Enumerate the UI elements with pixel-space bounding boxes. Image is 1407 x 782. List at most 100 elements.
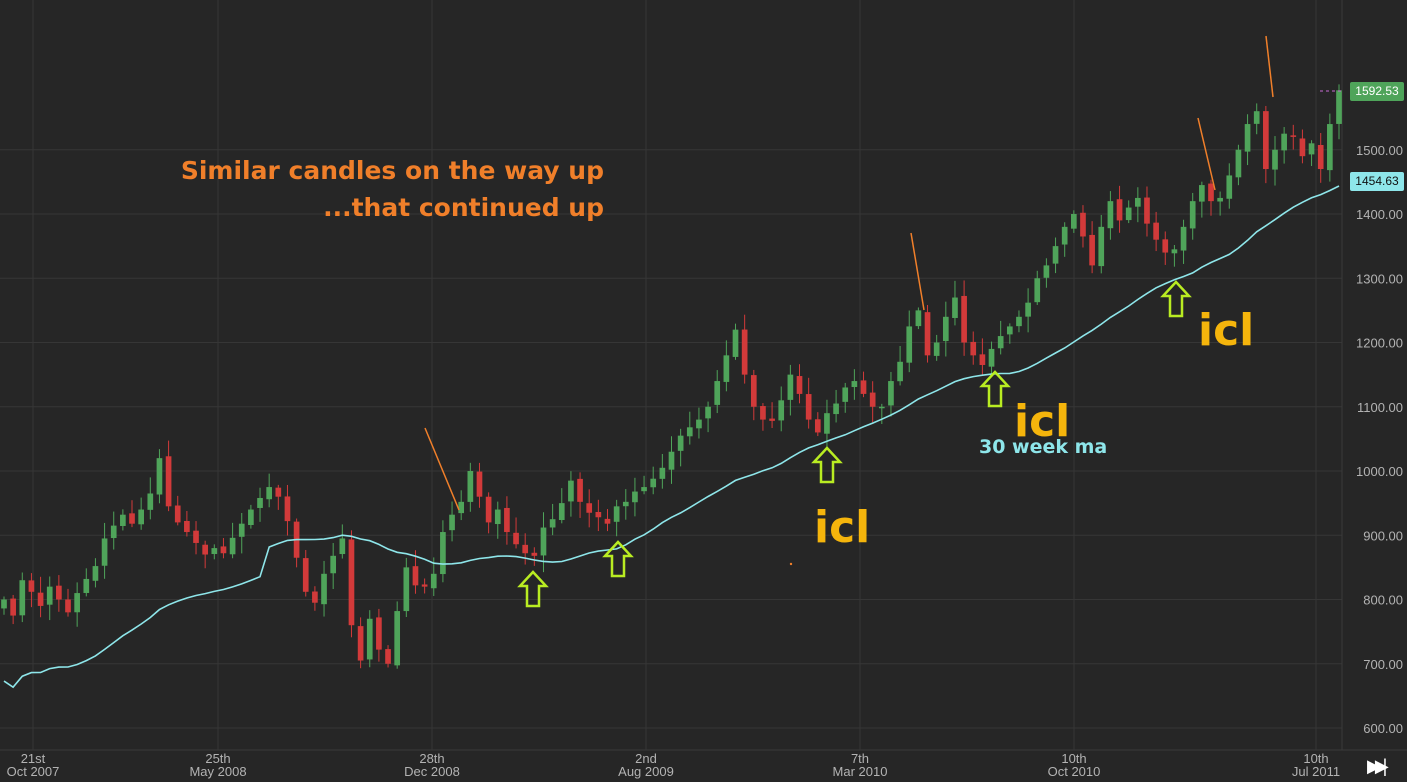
candle-body bbox=[37, 592, 44, 606]
candle-body bbox=[961, 295, 967, 343]
candle-body bbox=[1153, 222, 1159, 240]
y-tick-label: 1300.00 bbox=[1356, 271, 1403, 286]
candle-body bbox=[750, 375, 757, 407]
candle-body bbox=[1253, 111, 1260, 124]
candle-body bbox=[1080, 212, 1086, 237]
candle-body bbox=[878, 406, 885, 409]
candle-body bbox=[74, 593, 80, 613]
candle-body bbox=[1006, 326, 1013, 335]
candle-body bbox=[814, 419, 821, 433]
candle-body bbox=[1, 599, 7, 609]
candle-body bbox=[202, 544, 208, 555]
candle-body bbox=[174, 505, 181, 523]
candle-body bbox=[778, 400, 785, 421]
y-tick-label: 1400.00 bbox=[1356, 207, 1403, 222]
candle-body bbox=[659, 467, 666, 479]
candle-body bbox=[1327, 124, 1333, 171]
candle-body bbox=[412, 566, 419, 586]
candle-body bbox=[595, 511, 602, 518]
candle-body bbox=[613, 506, 620, 522]
candle-body bbox=[1272, 149, 1278, 170]
candle-body bbox=[1070, 214, 1077, 229]
candle-body bbox=[924, 312, 931, 356]
candle-body bbox=[229, 537, 236, 555]
candle-body bbox=[549, 519, 556, 528]
candle-body bbox=[467, 471, 474, 502]
candle-body bbox=[696, 419, 702, 429]
x-tick-month: Mar 2010 bbox=[833, 764, 888, 779]
candle-body bbox=[668, 451, 675, 470]
candle-body bbox=[522, 544, 529, 554]
candle-body bbox=[604, 518, 611, 524]
candle-body bbox=[787, 374, 794, 400]
candle-body bbox=[540, 527, 547, 556]
candle-body bbox=[942, 316, 949, 342]
candle-body bbox=[92, 566, 99, 581]
candle-body bbox=[1052, 246, 1059, 264]
candle-body bbox=[1226, 175, 1233, 199]
candle-body bbox=[1281, 133, 1287, 151]
candle-body bbox=[1034, 278, 1041, 303]
candle-body bbox=[156, 458, 163, 495]
fast-forward-icon[interactable]: ▶▶| bbox=[1367, 756, 1388, 776]
candle-body bbox=[732, 329, 739, 357]
up-arrow-icon bbox=[1160, 280, 1192, 318]
y-tick-label: 900.00 bbox=[1363, 528, 1403, 543]
x-tick-day: 28th bbox=[419, 751, 444, 766]
candle-body bbox=[1135, 197, 1141, 207]
candle-body bbox=[705, 406, 711, 419]
candle-body bbox=[403, 567, 410, 612]
candle-body bbox=[686, 427, 693, 437]
candle-body bbox=[888, 381, 894, 406]
candle-body bbox=[1016, 316, 1022, 327]
candle-body bbox=[1089, 234, 1095, 266]
candle-body bbox=[147, 493, 154, 510]
candle-body bbox=[184, 520, 190, 533]
candle-body bbox=[1308, 143, 1315, 155]
x-tick-day: 2nd bbox=[635, 751, 657, 766]
candle-body bbox=[101, 538, 108, 566]
candle-body bbox=[1043, 265, 1050, 278]
candle-body bbox=[504, 507, 510, 533]
pointer-line bbox=[1265, 35, 1274, 98]
candle-body bbox=[138, 509, 144, 525]
x-tick-month: May 2008 bbox=[189, 764, 246, 779]
candle-body bbox=[376, 617, 382, 650]
candle-body bbox=[211, 548, 218, 555]
candle-body bbox=[1336, 90, 1342, 124]
candle-body bbox=[330, 555, 337, 574]
candle-body bbox=[805, 394, 812, 420]
candle-body bbox=[1317, 145, 1324, 170]
candle-body bbox=[28, 580, 35, 592]
candle-body bbox=[915, 310, 922, 327]
x-tick-day: 7th bbox=[851, 751, 869, 766]
x-tick-month: Aug 2009 bbox=[618, 764, 674, 779]
candle-body bbox=[851, 381, 858, 388]
candle-body bbox=[302, 558, 309, 592]
candle-body bbox=[1299, 138, 1306, 157]
candle-body bbox=[440, 532, 446, 575]
candle-body bbox=[1025, 302, 1031, 317]
candle-body bbox=[622, 501, 629, 507]
candle-body bbox=[458, 501, 465, 514]
candle-body bbox=[120, 514, 126, 526]
candle-body bbox=[1107, 201, 1114, 229]
x-tick-day: 10th bbox=[1303, 751, 1328, 766]
y-tick-label: 600.00 bbox=[1363, 721, 1403, 736]
x-tick-month: Oct 2010 bbox=[1048, 764, 1101, 779]
candle-body bbox=[988, 348, 995, 367]
candle-body bbox=[997, 336, 1004, 349]
candle-body bbox=[577, 478, 583, 502]
candle-body bbox=[824, 413, 830, 434]
candle-body bbox=[714, 381, 721, 405]
candle-body bbox=[723, 355, 730, 382]
candle-body bbox=[19, 580, 26, 616]
candle-body bbox=[46, 586, 53, 605]
candle-body bbox=[1180, 226, 1187, 251]
candle-body bbox=[238, 523, 245, 537]
annotation-headline-1: Similar candles on the way up bbox=[180, 156, 604, 185]
candle-body bbox=[1189, 201, 1196, 229]
